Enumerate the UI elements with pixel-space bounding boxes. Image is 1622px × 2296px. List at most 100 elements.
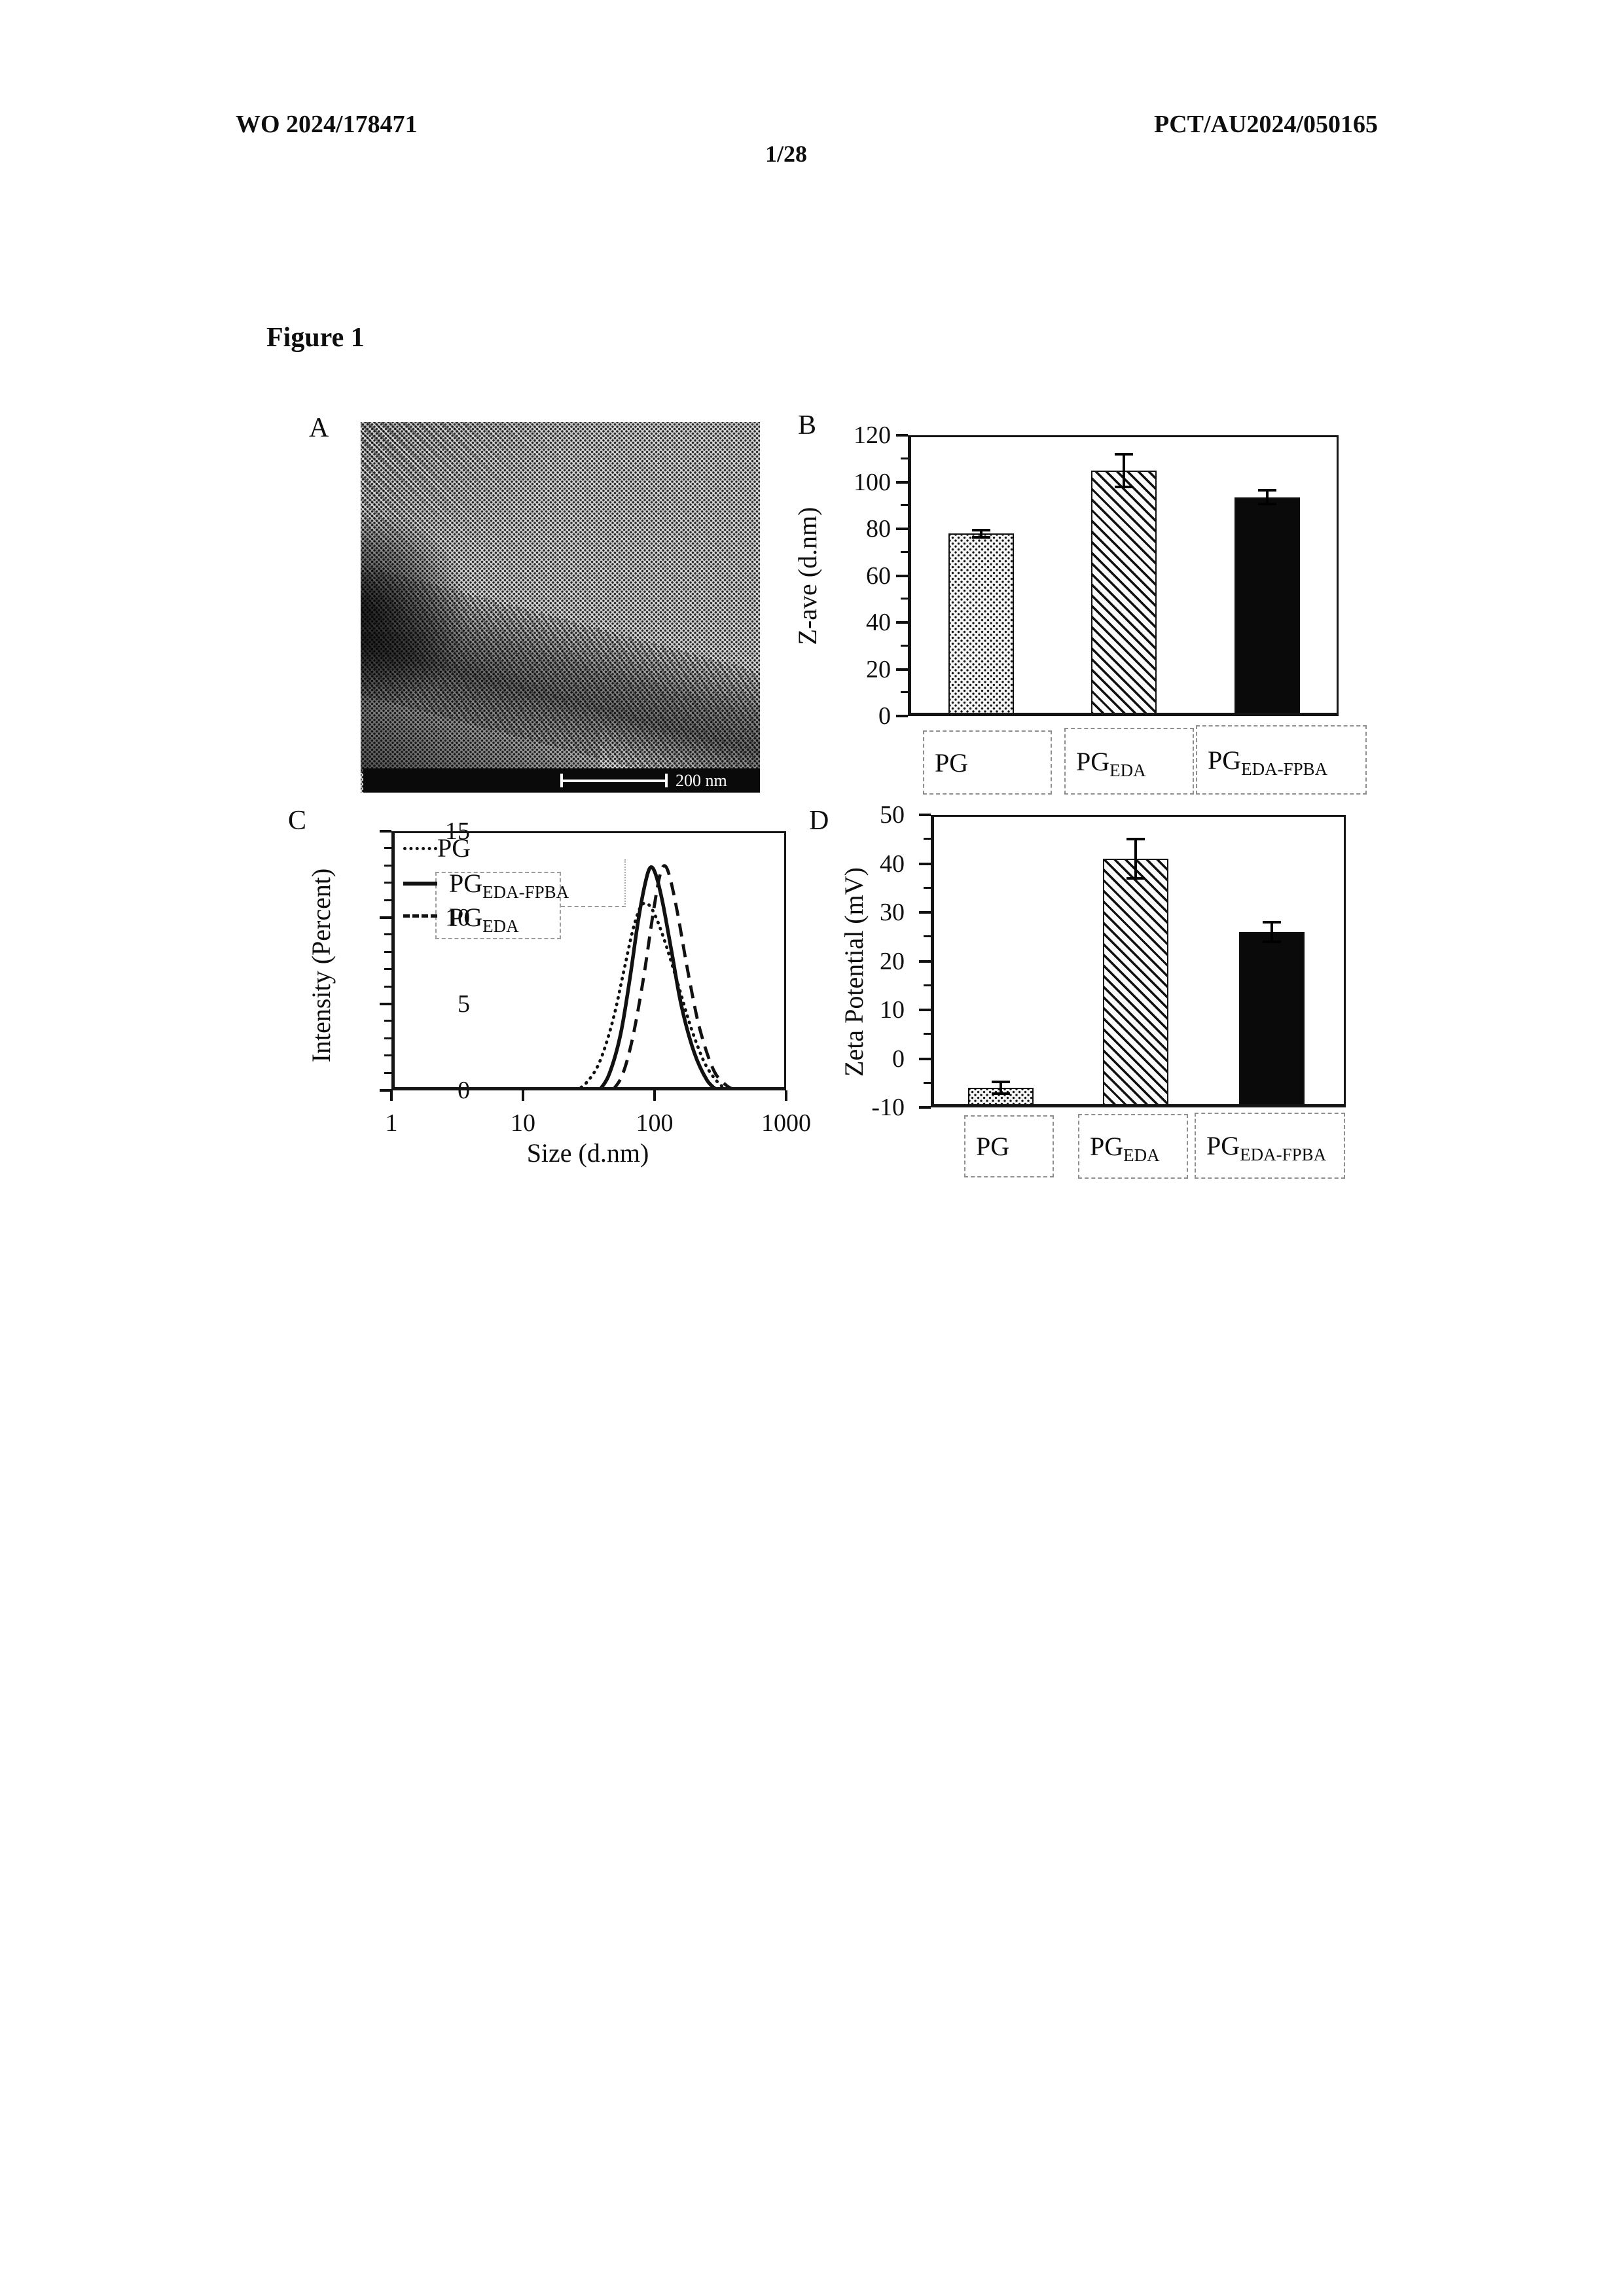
y-axis-tick [896,621,908,624]
application-number: PCT/AU2024/050165 [1154,111,1378,138]
legend-swatch-solid [403,882,437,886]
y-axis-tick [919,911,931,914]
bar-PG-EDA-FPBA [1235,497,1300,716]
size-distribution-curves [573,864,738,1090]
bar-PG-EDA [1091,470,1157,716]
legend-leader-line [561,906,626,907]
error-bar [980,529,982,537]
y-axis-tick [380,830,391,833]
y-axis-tick [380,1089,391,1092]
x-tick-label: 1 [385,1109,398,1137]
y-tick-label: 0 [878,702,891,730]
category-label-box: PGEDA [1064,728,1194,795]
y-tick-label: 120 [854,422,891,449]
tem-shading-bottomleft [361,632,600,773]
y-axis-tick [384,933,391,936]
bar-PG [948,533,1014,716]
tem-micrograph-image: 200 nm [361,422,760,793]
error-bar-cap [972,535,990,539]
error-bar-cap [1115,452,1133,456]
y-tick-label: -10 [871,1094,905,1121]
category-label: PGEDA-FPBA [1208,745,1328,779]
error-bar-cap [1263,940,1281,943]
y-axis-tick [901,644,908,647]
y-tick-label: 10 [880,996,905,1024]
page-number: 1/28 [765,141,807,167]
curve-PG-EDA-FPBA [598,865,719,1090]
panel-a-label: A [309,413,329,443]
curve-PG [573,901,730,1090]
legend-swatch-dotted [403,847,437,850]
y-axis-tick [919,960,931,963]
scale-bar-right-cap [665,774,668,787]
error-bar-cap [992,1081,1010,1084]
x-tick-label: 1000 [761,1109,811,1137]
scale-bar-left-cap [560,774,563,787]
x-axis-tick [390,1090,393,1101]
y-axis-tick [924,984,931,986]
y-axis-tick [919,862,931,865]
figure-title: Figure 1 [266,323,365,353]
bar-PG-EDA-FPBA [1239,931,1305,1107]
y-axis-tick [901,457,908,459]
y-axis-tick [919,1009,931,1011]
y-axis-tick [924,886,931,889]
category-label-box: PGEDA-FPBA [1195,1113,1345,1179]
y-tick-label: 5 [458,990,470,1018]
y-tick-label: 50 [880,801,905,829]
y-axis-tick [384,1071,391,1074]
y-axis-tick [384,847,391,850]
category-label-box: PGEDA-FPBA [1196,725,1367,795]
category-label: PG [935,747,969,778]
y-axis-tick [384,882,391,884]
error-bar-cap [1126,838,1145,841]
y-axis-tick [384,899,391,901]
legend-label: PGEDA [449,902,519,935]
category-label-box: PG [923,730,1052,795]
y-axis-tick [896,480,908,484]
y-axis-tick [924,1033,931,1035]
bar-PG-EDA [1103,859,1168,1107]
y-axis-tick [384,1037,391,1039]
y-axis-tick [901,550,908,553]
legend-label-text: PGEDA-FPBA [449,869,569,902]
error-bar [1271,922,1273,942]
y-axis-tick [924,935,931,938]
y-axis-tick [384,950,391,953]
y-tick-label: 20 [866,655,891,683]
legend-label: PGEDA-FPBA [449,868,569,902]
error-bar [1266,490,1269,505]
y-tick-label: 40 [880,850,905,878]
error-bar-cap [1258,489,1276,492]
error-bar-cap [1263,920,1281,924]
scale-bar-line [562,780,666,782]
error-bar-cap [972,528,990,531]
category-label-box: PGEDA [1078,1114,1188,1179]
y-axis-tick [896,668,908,671]
y-tick-label: 60 [866,562,891,590]
y-tick-label: 80 [866,515,891,543]
y-axis-tick [901,691,908,694]
error-bar [1134,839,1137,878]
legend-box [435,872,561,939]
panel-c-x-axis-title: Size (d.nm) [526,1138,649,1168]
tem-diagonal-band [361,556,760,793]
z-ave-bar-chart: 0 20 40 60 80 100 120 [854,422,1339,730]
category-label: PGEDA [1076,746,1146,780]
error-bar-cap [1126,876,1145,880]
panel-d-label: D [809,806,829,836]
x-axis-tick [785,1090,787,1101]
y-axis-tick [919,814,931,816]
curve-PG-EDA [611,864,738,1090]
y-axis-tick [901,598,908,600]
y-axis-tick [896,715,908,717]
y-axis-tick [896,574,908,577]
y-axis-tick [919,1057,931,1060]
x-tick-label: 100 [636,1109,674,1137]
tem-shading-topleft [361,422,617,652]
panel-c-y-axis-title: Intensity (Percent) [306,868,336,1063]
y-axis-tick [380,1003,391,1005]
y-axis-tick [384,1054,391,1057]
panel-b-label: B [798,410,817,440]
